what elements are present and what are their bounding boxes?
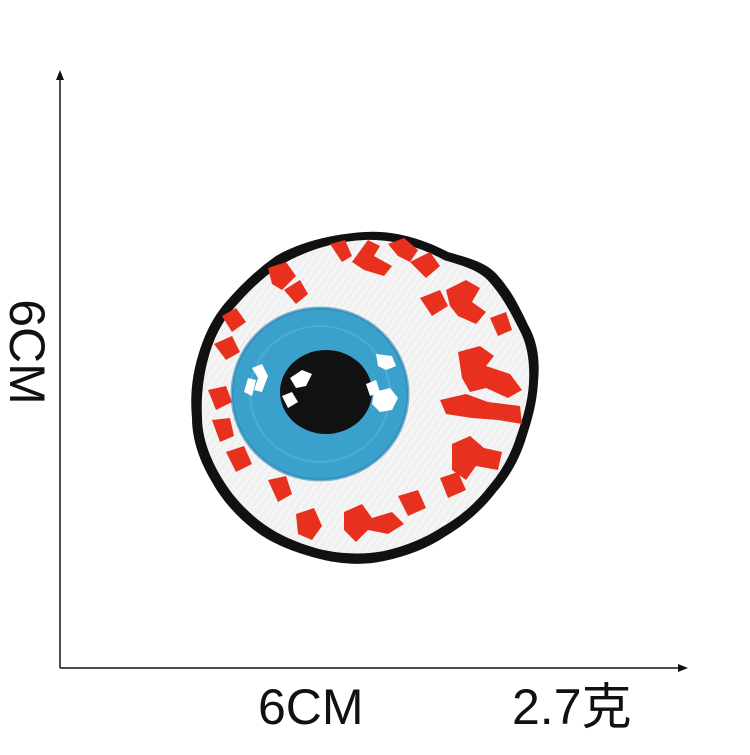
- iris-markings: [244, 354, 398, 412]
- eyeball-patch: [191, 231, 539, 564]
- measurement-axes: [56, 70, 688, 672]
- width-label: 6CM: [258, 679, 364, 735]
- height-label: 6CM: [0, 282, 56, 422]
- veins: [208, 238, 522, 542]
- vertical-axis-arrow: [56, 70, 64, 80]
- pupil-highlights: [282, 370, 380, 408]
- horizontal-axis-arrow: [678, 664, 688, 672]
- pupil: [280, 350, 372, 434]
- weight-label: 2.7克: [512, 679, 632, 735]
- height-label-text: 6CM: [0, 299, 56, 405]
